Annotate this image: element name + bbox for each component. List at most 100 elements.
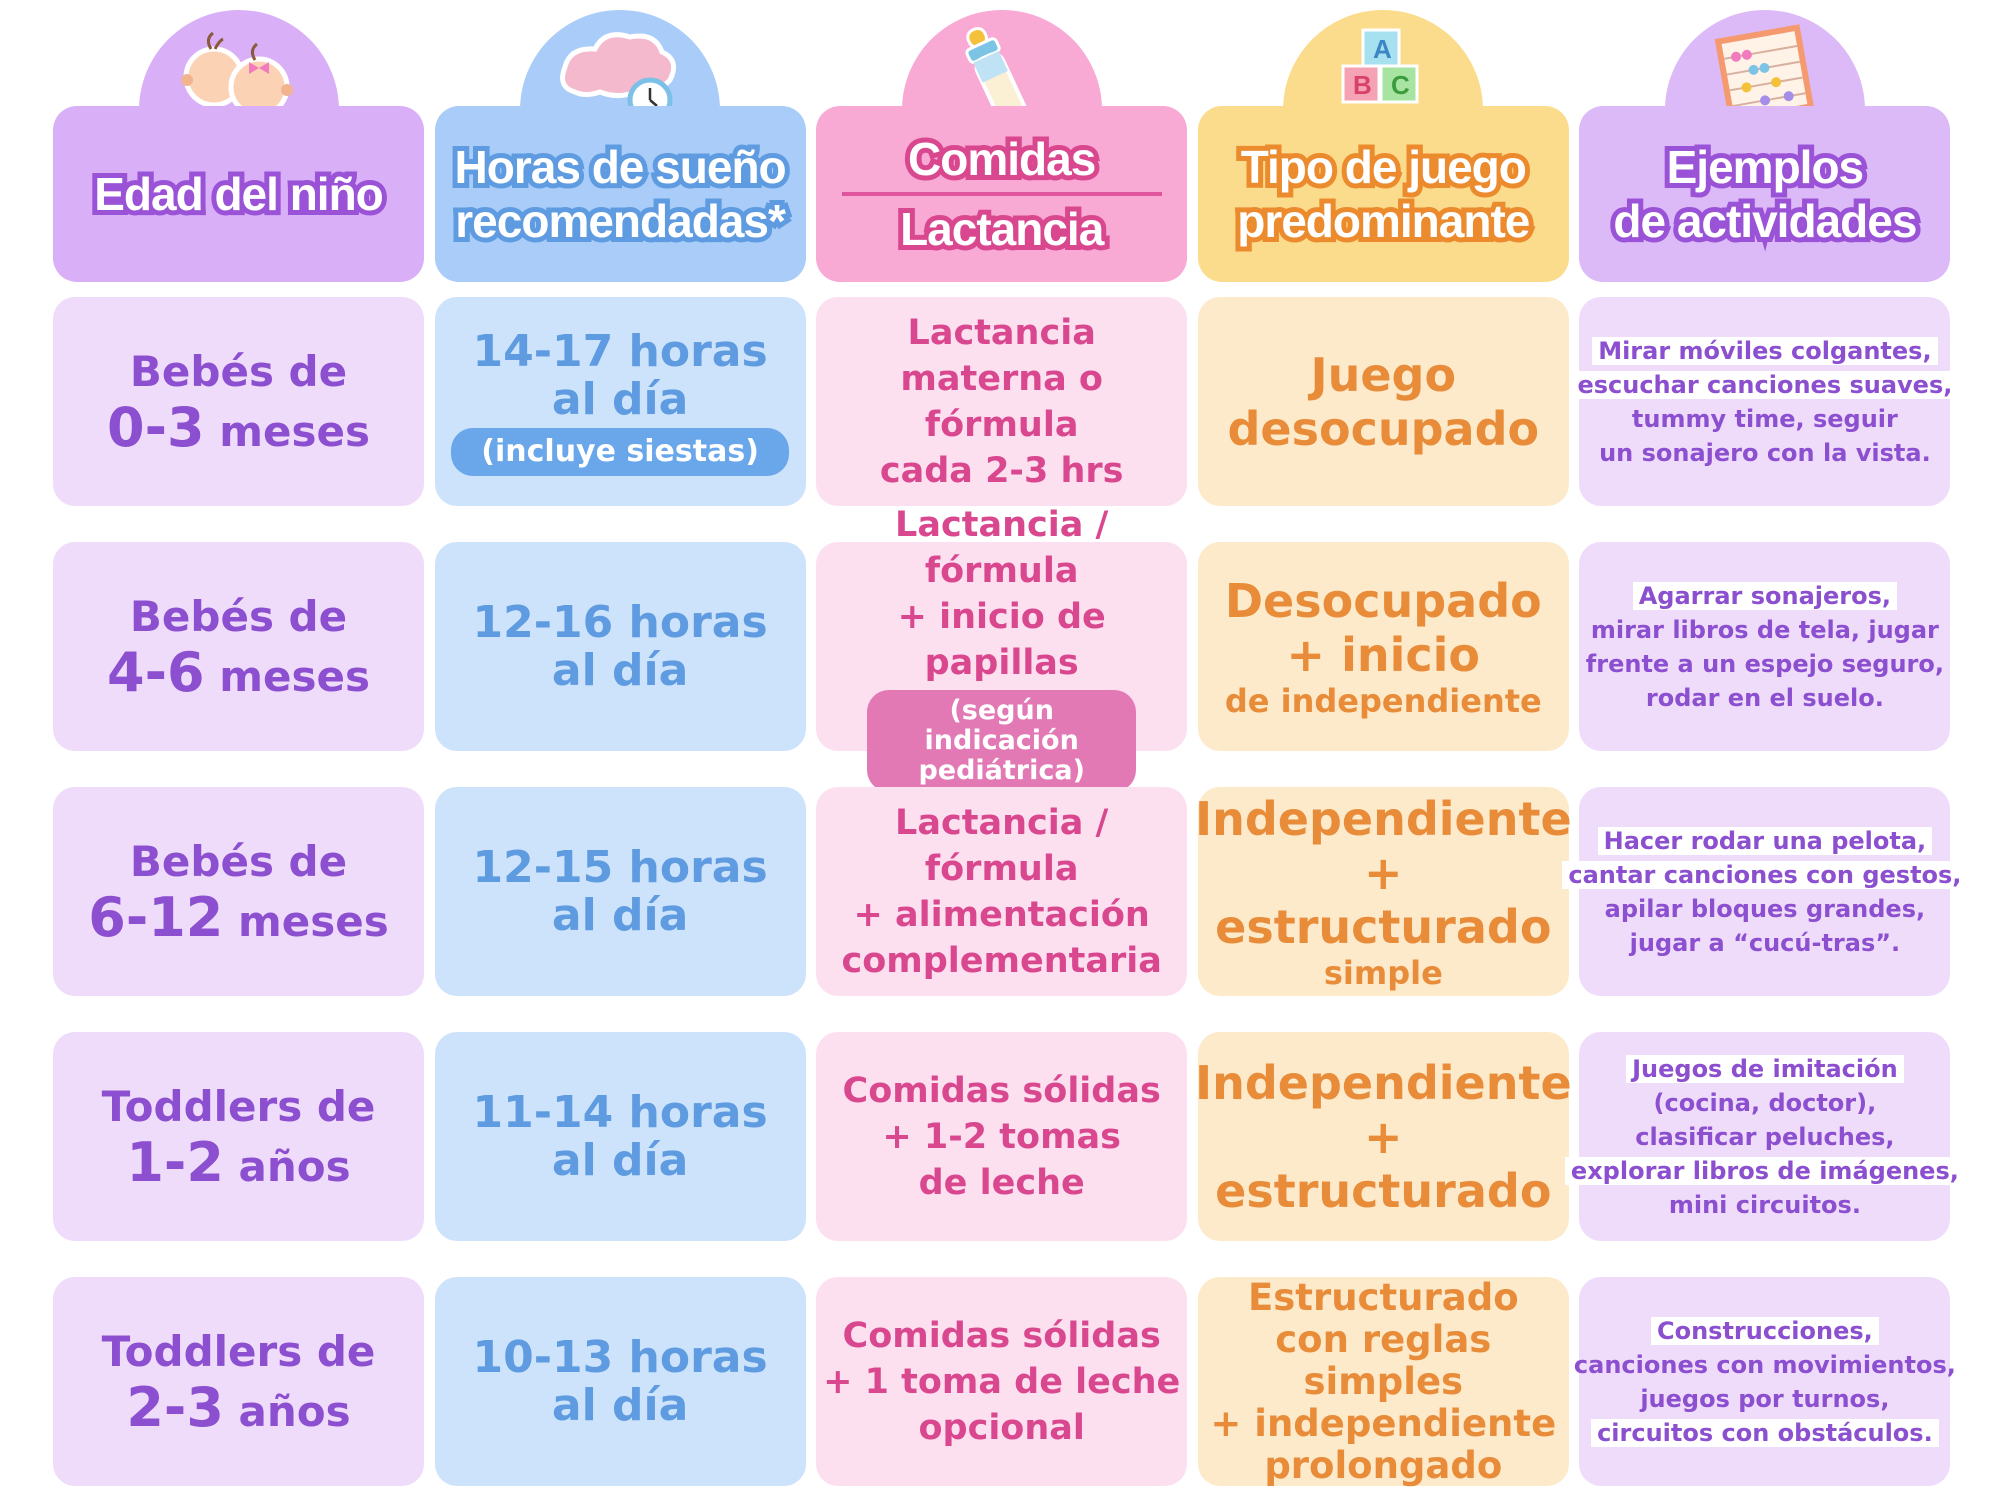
activity-text: apilar bloques grandes, bbox=[1604, 894, 1926, 923]
header-title: Horas de sueño bbox=[450, 136, 792, 198]
age-number: 1-2 bbox=[126, 1130, 224, 1194]
activity-line: frente a un espejo seguro, bbox=[1586, 647, 1944, 681]
age-prefix: Toddlers de bbox=[101, 1081, 376, 1131]
play-type: desocupado bbox=[1227, 401, 1540, 456]
play-cell: Estructurado con reglas simples + independ… bbox=[1197, 1276, 1569, 1487]
food-text: materna o fórmula bbox=[900, 358, 1103, 445]
activity-text: mirar libros de tela, jugar bbox=[1590, 615, 1939, 644]
column-header: Ejemplos de actividades bbox=[1579, 106, 1951, 282]
play-type: Independiente bbox=[1194, 791, 1572, 846]
svg-text:A: A bbox=[1373, 34, 1392, 64]
sleep-hours: al día bbox=[551, 889, 689, 941]
header-title: Lactancia bbox=[895, 198, 1109, 260]
food-text: + 1 toma de leche bbox=[823, 1361, 1181, 1402]
age-cell: Toddlers de 1-2 años bbox=[53, 1032, 424, 1241]
food-text: de leche bbox=[918, 1162, 1085, 1203]
activity-line: circuitos con obstáculos. bbox=[1591, 1416, 1939, 1450]
activity-text: Mirar móviles colgantes, bbox=[1592, 336, 1938, 365]
age-prefix: Toddlers de bbox=[101, 1326, 376, 1376]
play-type: + estructurado bbox=[1215, 845, 1552, 954]
age-unit: años bbox=[238, 1386, 351, 1436]
age-range: 6-12 meses bbox=[88, 889, 389, 950]
food-text: complementaria bbox=[841, 940, 1162, 981]
header-title: Edad del niño bbox=[89, 163, 389, 225]
activity-line: jugar a “cucú-tras”. bbox=[1630, 926, 1900, 960]
column-header: Horas de sueño recomendadas* bbox=[434, 106, 806, 282]
sleep-hours: 11-14 horas bbox=[472, 1086, 768, 1138]
food-cell: Lactancia materna o fórmula cada 2-3 hrs bbox=[816, 297, 1188, 506]
food-text: Comidas sólidas bbox=[842, 1070, 1161, 1111]
activities-cell: Juegos de imitación (cocina, doctor), clas… bbox=[1564, 1032, 1965, 1241]
play-type: prolongado bbox=[1264, 1443, 1503, 1487]
activity-text: un sonajero con la vista. bbox=[1599, 438, 1931, 467]
age-range: 1-2 años bbox=[126, 1134, 351, 1195]
svg-text:C: C bbox=[1391, 70, 1410, 100]
food-text: + alimentación bbox=[853, 894, 1150, 935]
age-prefix: Bebés de bbox=[129, 346, 348, 396]
activity-text: explorar libros de imágenes, bbox=[1564, 1156, 1965, 1185]
food-text: cada 2-3 hrs bbox=[879, 450, 1124, 491]
age-unit: meses bbox=[238, 896, 389, 946]
activity-text: jugar a “cucú-tras”. bbox=[1629, 928, 1901, 957]
column-header: Comidas Lactancia bbox=[816, 106, 1188, 282]
activity-line: cantar canciones con gestos, bbox=[1562, 858, 1968, 892]
activities-cell: Agarrar sonajeros, mirar libros de tela, … bbox=[1579, 542, 1951, 751]
age-range: 0-3 meses bbox=[107, 399, 370, 460]
food-text: Comidas sólidas bbox=[842, 1315, 1161, 1356]
play-type: Desocupado bbox=[1224, 573, 1542, 628]
activity-line: Hacer rodar una pelota, bbox=[1597, 824, 1933, 858]
activity-text: Construcciones, bbox=[1650, 1316, 1879, 1345]
header-title: Tipo de juego bbox=[1236, 136, 1532, 198]
activity-line: clasificar peluches, bbox=[1635, 1120, 1894, 1154]
play-cell: Independiente + estructurado bbox=[1194, 1032, 1572, 1241]
activities-cell: Construcciones, canciones con movimientos… bbox=[1574, 1277, 1956, 1486]
play-type-note: de independiente bbox=[1224, 681, 1542, 720]
play-type-note: simple bbox=[1323, 953, 1443, 992]
activity-line: Mirar móviles colgantes, bbox=[1592, 334, 1938, 368]
svg-text:B: B bbox=[1353, 70, 1372, 100]
age-number: 4-6 bbox=[107, 640, 205, 704]
play-type: + estructurado bbox=[1215, 1109, 1552, 1218]
age-range: 4-6 meses bbox=[107, 644, 370, 705]
activity-line: Construcciones, bbox=[1650, 1314, 1879, 1348]
activity-line: (cocina, doctor), bbox=[1654, 1086, 1877, 1120]
age-unit: años bbox=[238, 1141, 351, 1191]
activity-text: mini circuitos. bbox=[1668, 1190, 1861, 1219]
sleep-cell: 11-14 horas al día bbox=[434, 1032, 806, 1241]
activity-line: Juegos de imitación bbox=[1626, 1052, 1904, 1086]
sleep-cell: 14-17 horas al día (incluye siestas) bbox=[434, 297, 806, 506]
food-cell: Comidas sólidas + 1-2 tomas de leche bbox=[816, 1032, 1188, 1241]
activity-line: canciones con movimientos, bbox=[1574, 1348, 1956, 1382]
play-cell: Desocupado + inicio de independiente bbox=[1197, 542, 1569, 751]
age-prefix: Bebés de bbox=[129, 836, 348, 886]
activity-line: Agarrar sonajeros, bbox=[1632, 579, 1898, 613]
activity-text: Hacer rodar una pelota, bbox=[1597, 826, 1933, 855]
activities-cell: Hacer rodar una pelota, cantar canciones … bbox=[1562, 787, 1968, 996]
activity-line: juegos por turnos, bbox=[1640, 1382, 1889, 1416]
age-cell: Bebés de 6-12 meses bbox=[53, 787, 424, 996]
food-cell: Lactancia / fórmula + alimentación complem… bbox=[816, 787, 1188, 996]
activity-line: un sonajero con la vista. bbox=[1599, 436, 1931, 470]
sleep-hours: al día bbox=[551, 644, 689, 696]
play-type: Independiente bbox=[1194, 1055, 1572, 1110]
food-text: + 1-2 tomas bbox=[882, 1116, 1121, 1157]
age-number: 6-12 bbox=[88, 885, 224, 949]
food-text: opcional bbox=[918, 1407, 1085, 1448]
age-unit: meses bbox=[219, 406, 370, 456]
play-type: con reglas simples bbox=[1275, 1317, 1492, 1403]
activity-text: juegos por turnos, bbox=[1640, 1384, 1890, 1413]
activity-text: rodar en el suelo. bbox=[1645, 683, 1884, 712]
activity-line: rodar en el suelo. bbox=[1646, 681, 1884, 715]
activity-text: clasificar peluches, bbox=[1635, 1122, 1895, 1151]
food-text: Lactancia bbox=[907, 312, 1096, 353]
activity-text: canciones con movimientos, bbox=[1573, 1350, 1956, 1379]
food-text: + inicio de papillas bbox=[897, 596, 1106, 683]
age-range: 2-3 años bbox=[126, 1379, 351, 1440]
age-cell: Bebés de 0-3 meses bbox=[53, 297, 424, 506]
sleep-hours: al día bbox=[551, 1134, 689, 1186]
food-text: Lactancia / fórmula bbox=[895, 802, 1109, 889]
activity-line: mini circuitos. bbox=[1669, 1188, 1861, 1222]
play-type: + inicio bbox=[1286, 627, 1481, 682]
sleep-hours: 14-17 horas bbox=[472, 325, 768, 377]
